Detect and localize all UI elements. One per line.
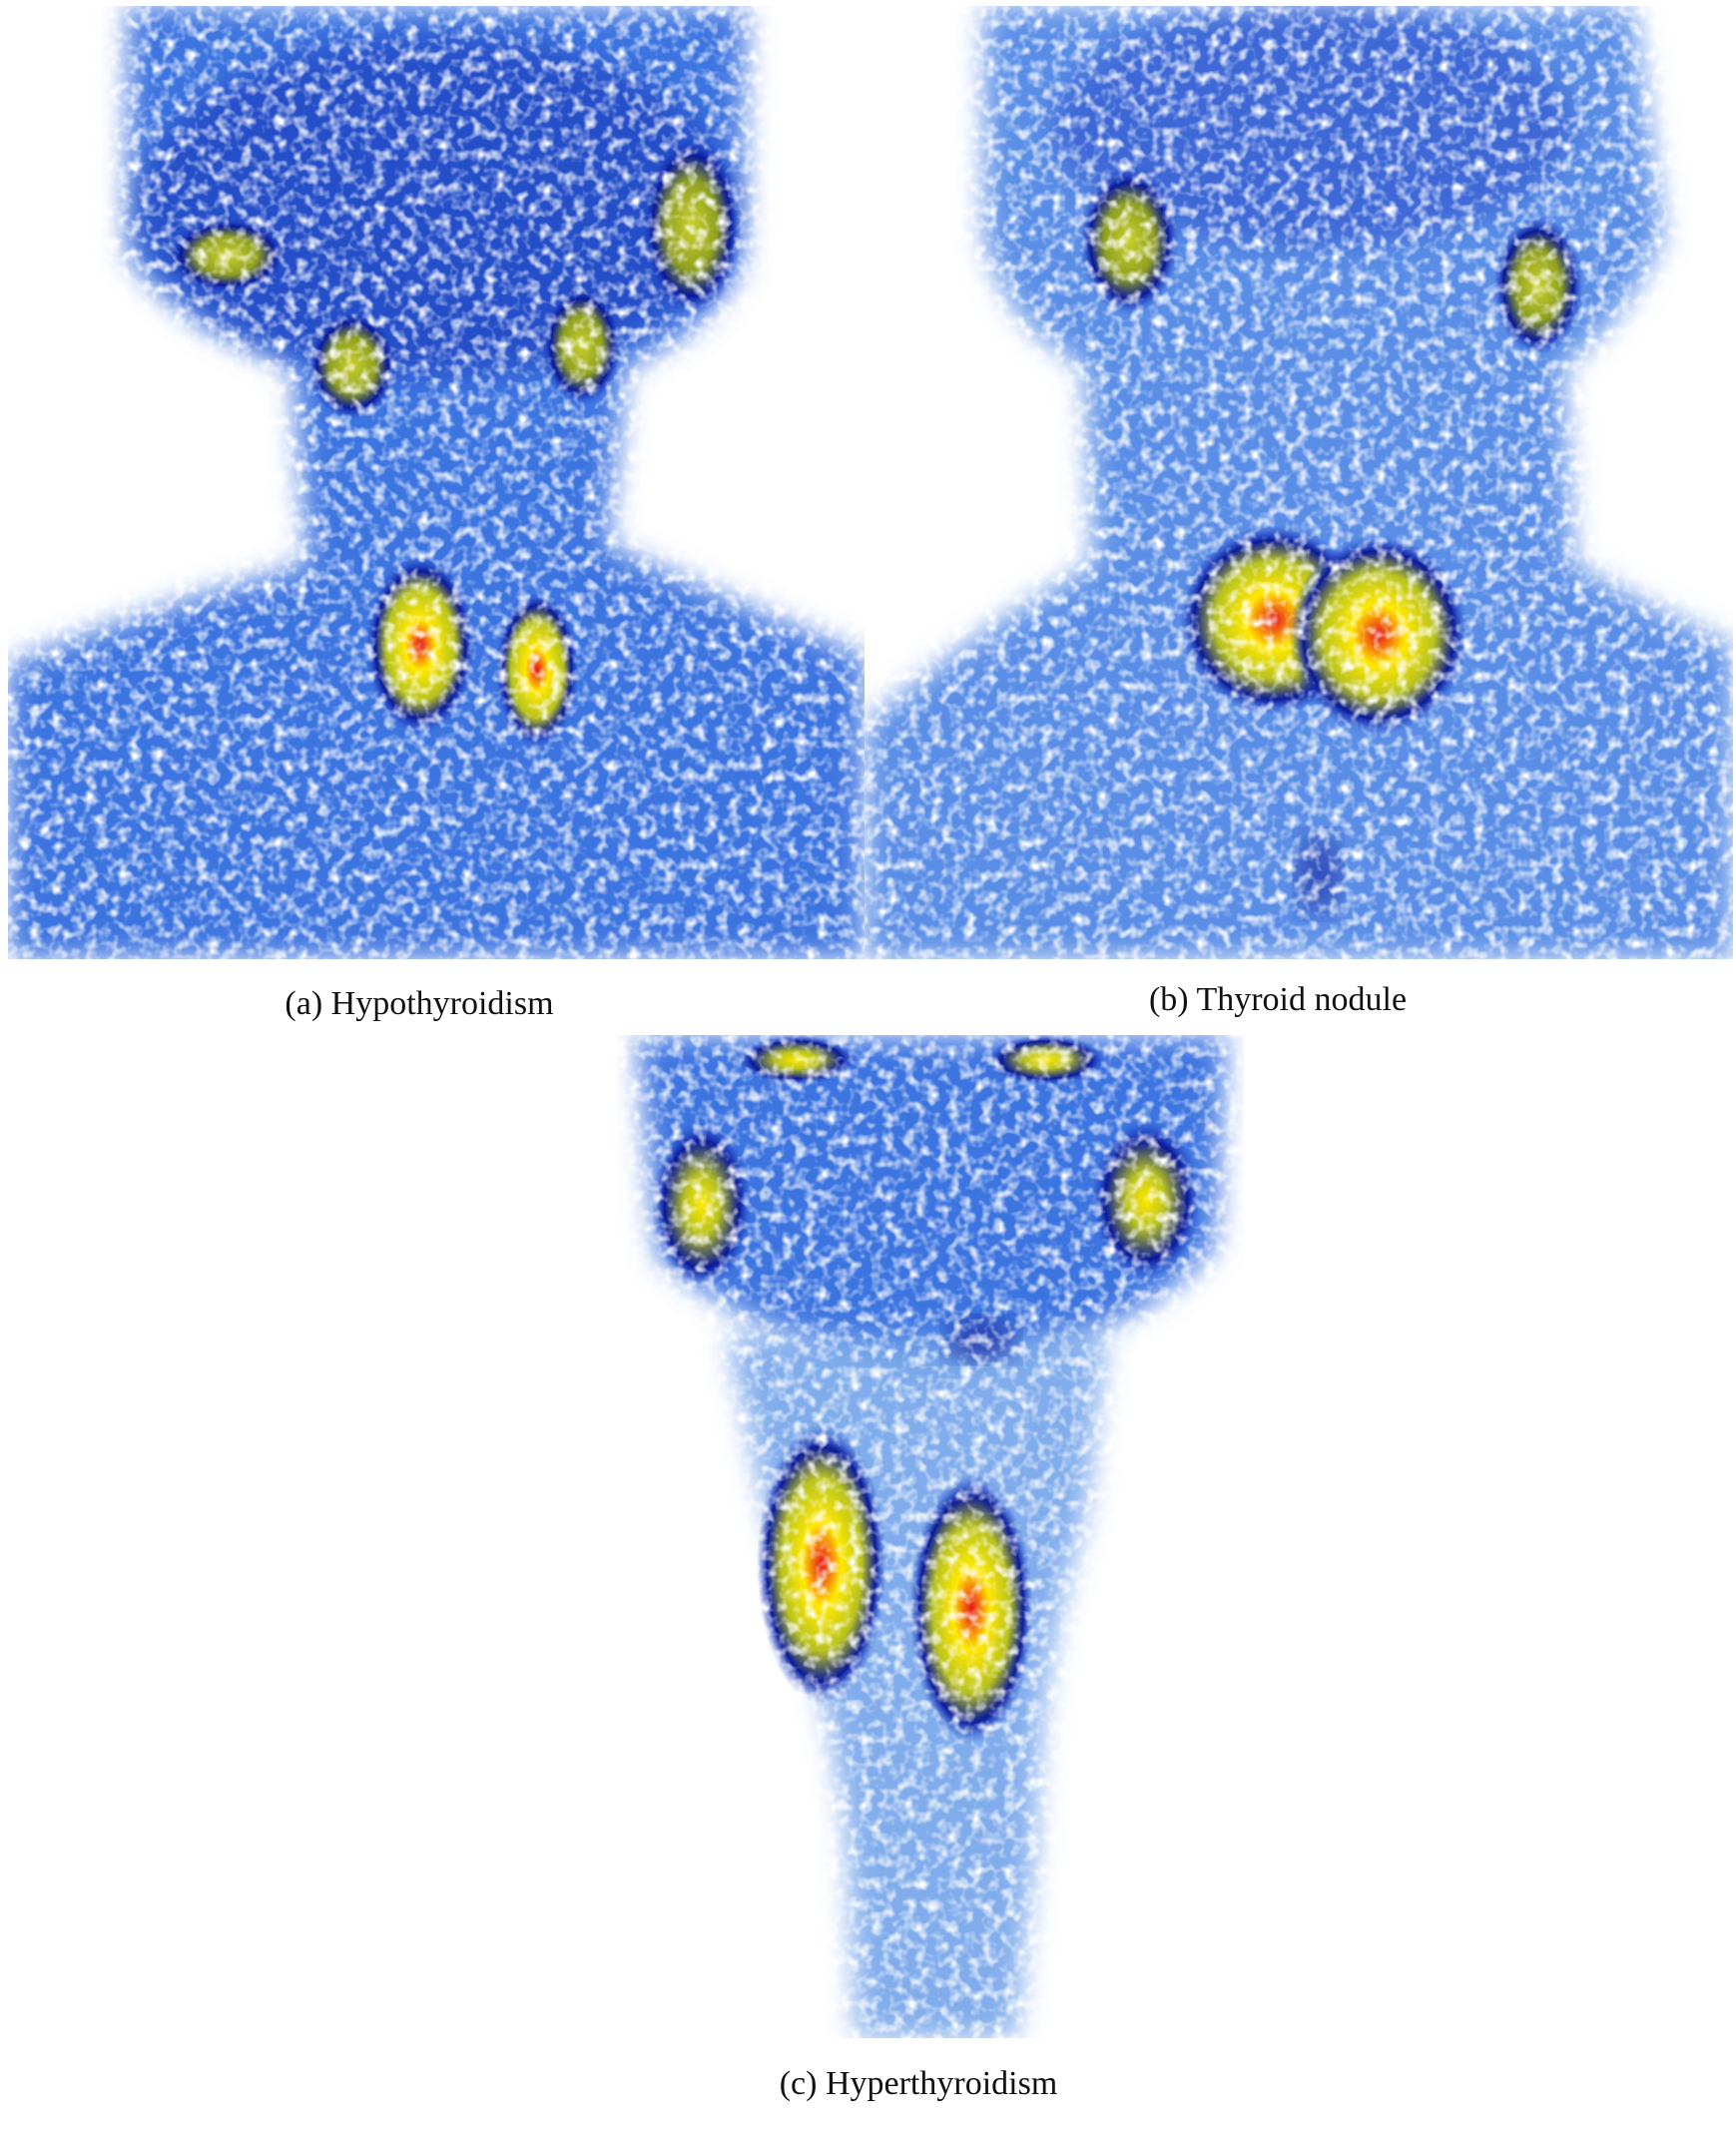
scan-image-hypothyroidism	[8, 6, 865, 959]
scan-hyperthyroidism-graphic	[617, 1035, 1244, 2038]
scan-image-thyroid-nodule	[865, 6, 1733, 959]
scan-hypothyroidism-graphic	[8, 6, 865, 959]
caption-hypothyroidism: (a) Hypothyroidism	[285, 985, 554, 1022]
scan-thyroid-nodule-graphic	[865, 6, 1733, 959]
caption-thyroid-nodule: (b) Thyroid nodule	[1148, 981, 1408, 1018]
caption-hyperthyroidism: (c) Hyperthyroidism	[779, 2065, 1058, 2102]
scan-image-hyperthyroidism	[617, 1035, 1244, 2038]
